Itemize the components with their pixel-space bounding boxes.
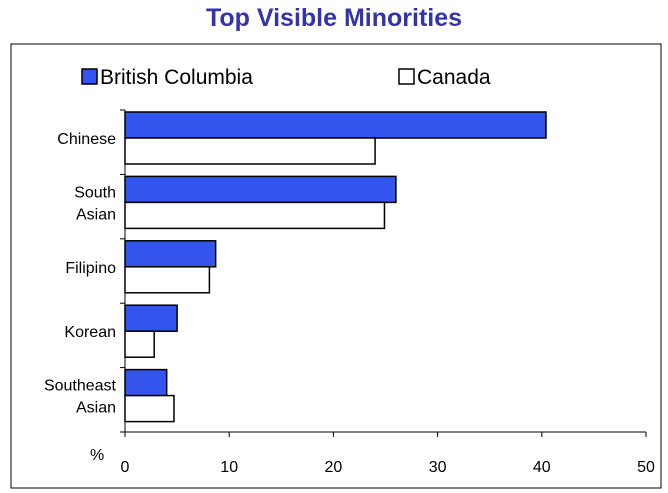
legend-label-canada: Canada [417, 66, 491, 89]
x-tick-label-3: 30 [429, 459, 447, 476]
legend: British Columbia Canada [81, 66, 491, 89]
category-label-2-0: Filipino [65, 260, 116, 277]
chart-frame [10, 43, 662, 489]
bar-canada-0 [124, 137, 376, 165]
x-axis-ticks: 0 10 20 30 40 50 [121, 432, 655, 476]
category-label-4-1: Asian [76, 400, 116, 417]
y-axis-label: % [90, 447, 104, 464]
bar-canada-1 [124, 201, 386, 230]
bar-canada-4 [124, 394, 175, 423]
bar-bc-2 [124, 240, 217, 268]
x-tick-label-0: 0 [121, 459, 130, 476]
bars [124, 111, 547, 423]
category-label-3-0: Korean [64, 324, 116, 341]
legend-swatch-canada [398, 68, 415, 85]
bar-bc-0 [124, 111, 547, 139]
x-tick-label-1: 10 [220, 459, 238, 476]
bar-bc-4 [124, 368, 168, 397]
category-label-1-1: Asian [76, 206, 116, 223]
category-label-1-0: South [74, 184, 116, 201]
bar-canada-2 [124, 266, 211, 294]
x-tick-label-4: 40 [533, 459, 551, 476]
bar-canada-3 [124, 330, 155, 358]
legend-swatch-bc [81, 68, 98, 85]
x-tick-label-2: 20 [325, 459, 343, 476]
chart-title: Top Visible Minorities [205, 4, 463, 32]
bar-bc-3 [124, 304, 178, 332]
bar-bc-1 [124, 175, 397, 204]
category-label-0-0: Chinese [57, 131, 116, 148]
category-labels: Chinese South Asian Filipino Korean Southeast… [44, 109, 125, 433]
category-label-4-0: Southeast [44, 378, 117, 395]
legend-label-bc: British Columbia [100, 66, 253, 89]
x-tick-label-5: 50 [637, 459, 655, 476]
